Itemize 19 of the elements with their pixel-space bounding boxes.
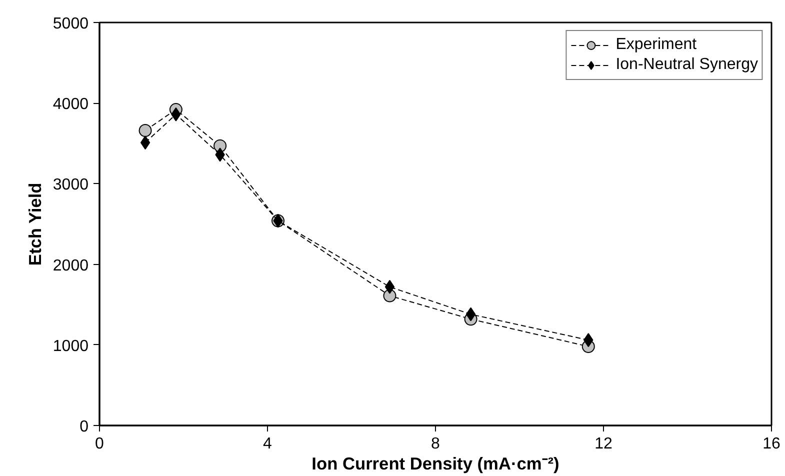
y-tick-label: 3000 [52,176,89,194]
y-tick-label: 0 [80,418,89,436]
y-tick-label: 1000 [52,338,89,355]
x-tick-label: 0 [95,436,104,452]
y-tick-label: 4000 [52,96,89,114]
point [466,307,476,322]
x-tick-label: 16 [762,436,780,452]
x-tick-label: 8 [431,436,440,452]
legend-label: Experiment [616,36,697,54]
x-axis-title: Ion Current Density (mA·cm⁻²) [312,454,560,474]
y-tick-label: 5000 [52,16,89,32]
x-tick-label: 12 [594,436,612,452]
legend-label: Ion-Neutral Synergy [616,56,758,74]
point [384,280,395,294]
y-tick-label: 2000 [52,257,89,274]
point [140,136,150,150]
y-axis-title: Etch Yield [24,182,45,266]
x-tick-label: 4 [263,436,272,452]
point [138,124,152,137]
